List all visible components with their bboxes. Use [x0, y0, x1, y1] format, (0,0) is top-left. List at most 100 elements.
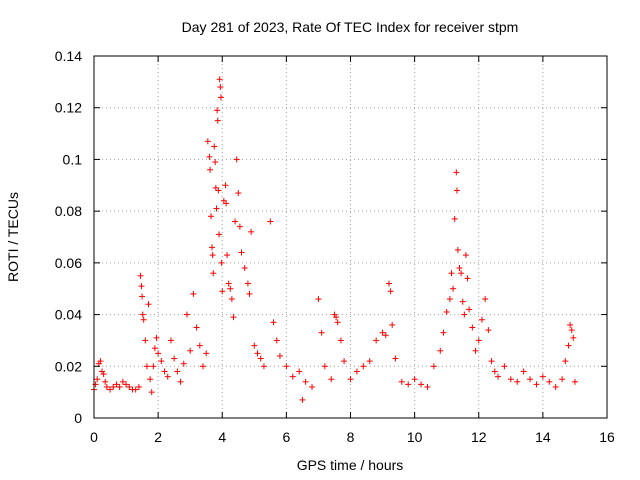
- data-point: [213, 205, 220, 212]
- data-point: [233, 156, 240, 163]
- data-point: [507, 376, 514, 383]
- data-point: [139, 311, 146, 318]
- data-point: [405, 381, 412, 388]
- data-point: [223, 200, 230, 207]
- data-point: [559, 376, 566, 383]
- data-point: [227, 285, 234, 292]
- data-point: [218, 259, 225, 266]
- data-point: [461, 311, 468, 318]
- data-point: [491, 368, 498, 375]
- data-point: [466, 306, 473, 313]
- data-point: [464, 275, 471, 282]
- data-point: [469, 324, 476, 331]
- data-point: [236, 223, 243, 230]
- data-point: [200, 363, 207, 370]
- data-point: [209, 252, 216, 259]
- x-tick-label: 12: [471, 429, 487, 445]
- data-point: [440, 329, 447, 336]
- data-point: [299, 396, 306, 403]
- data-point: [437, 347, 444, 354]
- data-point: [204, 138, 211, 145]
- data-point: [110, 383, 117, 390]
- data-point: [458, 270, 465, 277]
- data-point: [142, 337, 149, 344]
- data-point: [315, 296, 322, 303]
- data-point: [366, 358, 373, 365]
- data-point: [148, 389, 155, 396]
- data-point: [475, 337, 482, 344]
- data-point: [571, 378, 578, 385]
- data-point: [143, 363, 150, 370]
- data-point: [387, 288, 394, 295]
- data-point: [145, 301, 152, 308]
- data-point: [488, 358, 495, 365]
- data-point: [210, 270, 217, 277]
- data-point: [248, 228, 255, 235]
- x-tick-label: 2: [154, 429, 162, 445]
- data-point: [193, 324, 200, 331]
- data-point: [379, 329, 386, 336]
- data-point: [214, 107, 221, 114]
- data-point: [219, 288, 226, 295]
- data-point: [183, 311, 190, 318]
- data-point: [214, 117, 221, 124]
- y-tick-label: 0.08: [55, 203, 82, 219]
- data-points: [91, 76, 578, 403]
- data-point: [126, 383, 133, 390]
- data-point: [206, 153, 213, 160]
- data-point: [97, 358, 104, 365]
- data-point: [167, 337, 174, 344]
- data-point: [328, 376, 335, 383]
- data-point: [334, 319, 341, 326]
- data-point: [158, 358, 165, 365]
- data-point: [190, 290, 197, 297]
- data-point: [155, 350, 162, 357]
- data-point: [527, 376, 534, 383]
- data-point: [567, 321, 574, 328]
- data-point: [382, 332, 389, 339]
- data-point: [217, 94, 224, 101]
- data-point: [562, 358, 569, 365]
- data-point: [347, 376, 354, 383]
- data-point: [424, 383, 431, 390]
- data-point: [494, 373, 501, 380]
- data-point: [454, 246, 461, 253]
- data-point: [337, 337, 344, 344]
- x-tick-label: 8: [347, 429, 355, 445]
- data-point: [418, 381, 425, 388]
- data-point: [123, 381, 130, 388]
- data-point: [187, 347, 194, 354]
- data-point: [230, 314, 237, 321]
- data-point: [451, 215, 458, 222]
- data-point: [453, 169, 460, 176]
- data-point: [270, 319, 277, 326]
- data-point: [102, 378, 109, 385]
- y-axis-label: ROTI / TECUs: [5, 192, 21, 282]
- data-point: [254, 350, 261, 357]
- data-point: [373, 337, 380, 344]
- data-point: [211, 143, 218, 150]
- data-point: [392, 355, 399, 362]
- data-point: [360, 363, 367, 370]
- data-point: [217, 84, 224, 91]
- x-tick-label: 10: [407, 429, 423, 445]
- data-point: [161, 368, 168, 375]
- y-tick-label: 0.06: [55, 255, 82, 271]
- data-point: [353, 368, 360, 375]
- data-point: [453, 187, 460, 194]
- data-point: [411, 376, 418, 383]
- data-point: [321, 363, 328, 370]
- grid-layer: [94, 56, 607, 418]
- data-point: [137, 272, 144, 279]
- data-point: [132, 386, 139, 393]
- data-point: [533, 381, 540, 388]
- x-tick-label: 16: [599, 429, 615, 445]
- data-point: [318, 329, 325, 336]
- data-point: [139, 293, 146, 300]
- x-tick-label: 6: [282, 429, 290, 445]
- data-point: [478, 316, 485, 323]
- data-point: [546, 378, 553, 385]
- data-point: [296, 368, 303, 375]
- data-point: [289, 373, 296, 380]
